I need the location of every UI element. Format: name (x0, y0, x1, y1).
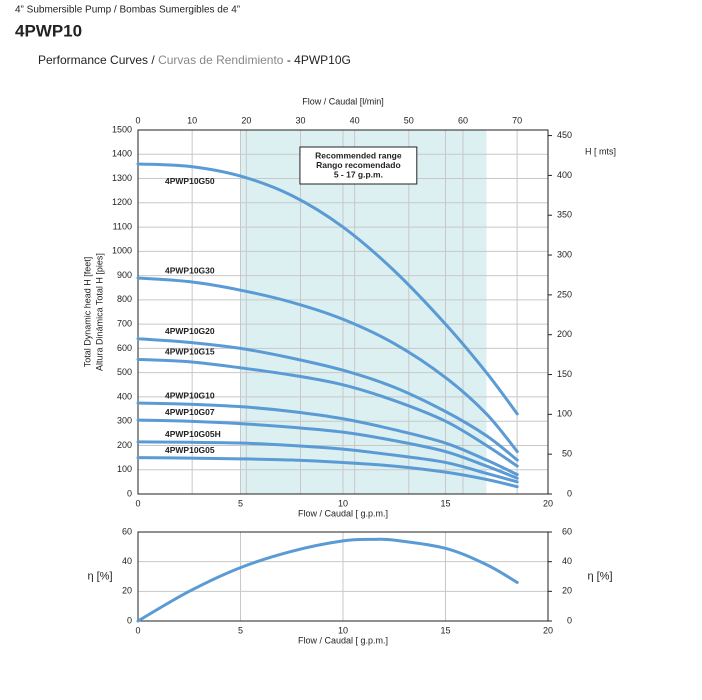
y-tick-label: 60 (122, 526, 132, 536)
y2-tick-label: 300 (557, 249, 572, 259)
y-tick-label: 900 (117, 270, 132, 280)
y-tick-label: 1500 (112, 124, 132, 134)
y2-tick-label: 0 (567, 615, 572, 625)
curve (136, 418, 519, 480)
annotation-box (299, 146, 418, 185)
series-label: 4PWP10G30 (165, 265, 215, 275)
y-tick-label: 500 (117, 367, 132, 377)
heading-es: Curvas de Rendimiento (158, 53, 284, 67)
series-label: 4PWP10G10 (165, 390, 215, 400)
y-tick-label: 800 (117, 294, 132, 304)
curve (136, 357, 519, 468)
curve (136, 276, 519, 454)
y-tick-label: 700 (117, 319, 132, 329)
y-tick-label: 40 (122, 556, 132, 566)
annotation: Rango recomendado (316, 160, 401, 170)
y-tick-label: 0 (127, 488, 132, 498)
annotation: 5 - 17 g.p.m. (334, 169, 383, 179)
annotation: Recommended range (315, 150, 402, 160)
y-tick-label: 1300 (112, 173, 132, 183)
plot-frame (137, 129, 549, 495)
series-label: 4PWP10G15 (165, 347, 215, 357)
y2-tick-label: 60 (562, 526, 572, 536)
x-tick-label: 20 (543, 498, 553, 508)
y2-tick-label: 20 (562, 586, 572, 596)
curve (136, 162, 519, 416)
x2-tick-label: 70 (512, 115, 522, 125)
y-tick-label: 1100 (113, 221, 132, 231)
x2-tick-label: 30 (295, 115, 305, 125)
y2-tick-label: 40 (562, 556, 572, 566)
y-tick-label: 1400 (112, 149, 132, 159)
y2-tick-label: 0 (567, 488, 572, 498)
x-tick-label: 5 (238, 498, 243, 508)
y2-tick-label: 450 (557, 130, 572, 140)
series-label: 4PWP10G50 (165, 176, 215, 186)
series-label: 4PWP10G07 (165, 407, 215, 417)
y2-axis-label: η [%] (587, 570, 612, 582)
series-label: 4PWP10G05 (165, 445, 215, 455)
x2-tick-label: 60 (458, 115, 468, 125)
x-tick-label: 5 (238, 625, 243, 635)
x2-tick-label: 0 (135, 115, 140, 125)
y-axis-label: Altura Dinámica Total H [pies] (94, 253, 104, 371)
x-tick-label: 10 (338, 498, 348, 508)
y2-tick-label: 150 (557, 369, 572, 379)
curve (136, 337, 519, 462)
x2-axis-label: Flow / Caudal [l/min] (302, 96, 384, 106)
curve (136, 401, 519, 477)
x-tick-label: 10 (338, 625, 348, 635)
heading-model: - 4PWP10G (287, 53, 351, 67)
y-axis-label: η [%] (87, 570, 112, 582)
y-tick-label: 300 (117, 416, 132, 426)
y-tick-label: 600 (117, 343, 132, 353)
y-axis-label: Total Dynamic head H [feet] (82, 257, 92, 368)
series-label: 4PWP10G20 (165, 326, 215, 336)
heading: Performance Curves / Curvas de Rendimien… (38, 53, 351, 67)
x-tick-label: 20 (543, 625, 553, 635)
recommended-range (240, 130, 487, 494)
y2-tick-label: 200 (557, 329, 572, 339)
x-tick-label: 0 (135, 498, 140, 508)
y2-axis-label: H [ mts] (585, 146, 616, 156)
x-axis-label: Flow / Caudal [ g.p.m.] (298, 508, 388, 518)
x2-tick-label: 50 (404, 115, 414, 125)
y-tick-label: 100 (117, 464, 132, 474)
y2-tick-label: 50 (562, 449, 572, 459)
y2-tick-label: 400 (557, 170, 572, 180)
y-tick-label: 1200 (112, 197, 132, 207)
y-tick-label: 20 (122, 586, 132, 596)
y2-tick-label: 100 (557, 409, 572, 419)
x2-tick-label: 40 (350, 115, 360, 125)
x-axis-label: Flow / Caudal [ g.p.m.] (298, 635, 388, 645)
curve (136, 537, 519, 623)
y2-tick-label: 250 (557, 289, 572, 299)
y2-tick-label: 350 (557, 210, 572, 220)
x-tick-label: 15 (440, 625, 450, 635)
series-label: 4PWP10G05H (165, 429, 221, 439)
y-tick-label: 200 (117, 440, 132, 450)
y-tick-label: 400 (117, 391, 132, 401)
x2-tick-label: 10 (187, 115, 197, 125)
model: 4PWP10 (15, 21, 82, 40)
curve (136, 440, 519, 484)
heading-en: Performance Curves / (38, 53, 155, 67)
x-tick-label: 15 (440, 498, 450, 508)
y-tick-label: 1000 (112, 246, 132, 256)
subtitle: 4” Submersible Pump / Bombas Sumergibles… (15, 5, 240, 16)
curve (136, 456, 519, 489)
x2-tick-label: 20 (241, 115, 251, 125)
plot-frame (137, 531, 549, 622)
y-tick-label: 0 (127, 615, 132, 625)
x-tick-label: 0 (135, 625, 140, 635)
